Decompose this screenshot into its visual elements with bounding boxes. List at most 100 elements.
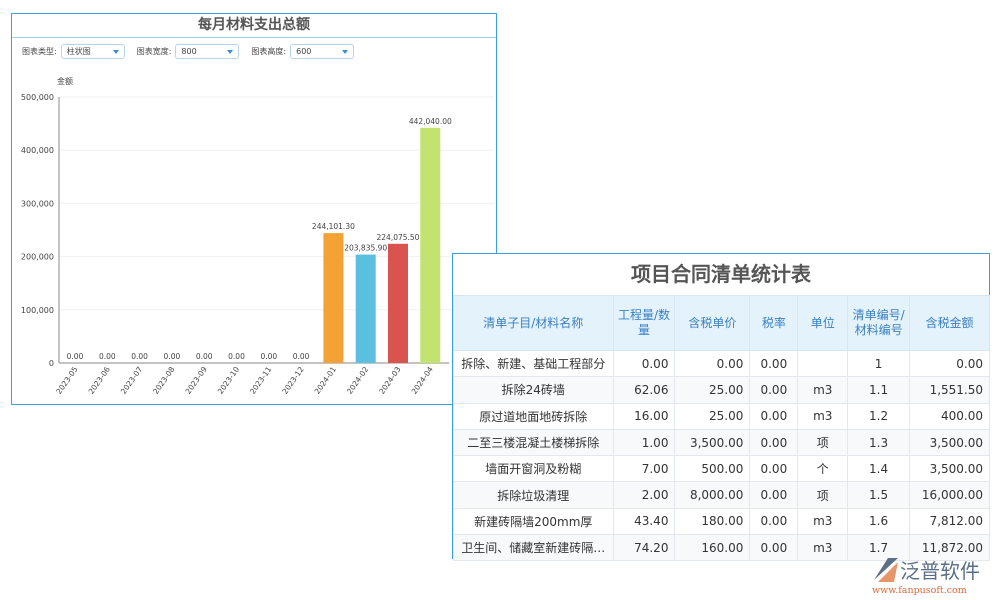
chart-type-select[interactable]: 柱状图 [60,44,125,59]
table-cell: 0.00 [749,481,799,509]
y-axis-label: 金额 [57,76,73,86]
chart-controls: 图表类型: 柱状图 图表宽度: 800 图表高度: 600 [22,44,366,59]
table-cell: m3 [797,376,849,404]
y-tick-label: 100,000 [21,306,54,315]
table-cell: 1.6 [847,507,910,536]
table-cell: 1.00 [612,428,676,457]
table-cell: 16.00 [612,402,676,430]
bar[interactable] [323,233,344,363]
table-cell: 0.00 [674,349,751,378]
table-cell: 拆除、新建、基础工程部分 [453,349,614,378]
table-cell: 160.00 [674,534,751,562]
bar[interactable] [420,127,441,363]
column-header[interactable]: 含税单价 [674,295,751,351]
data-label: 0.00 [228,352,245,361]
chart-title: 每月材料支出总额 [12,14,496,38]
chart-width-value: 800 [181,47,197,56]
chart-height-select[interactable]: 600 [290,44,355,59]
table-cell: 二至三楼混凝土楼梯拆除 [453,428,614,457]
table-cell: m3 [797,507,849,536]
table-cell: 180.00 [674,507,751,536]
table-cell: 拆除24砖墙 [453,376,614,404]
data-label: 0.00 [99,352,116,361]
y-tick-label: 0 [49,359,54,368]
data-label: 0.00 [131,352,148,361]
x-tick-label: 2023-11 [248,365,273,396]
chart-panel: 每月材料支出总额 图表类型: 柱状图 图表宽度: 800 图表高度: 600 金… [11,13,497,405]
table-cell: 7,812.00 [909,507,990,536]
table-cell: 0.00 [749,507,799,536]
data-label: 0.00 [67,352,84,361]
bar[interactable] [388,243,408,363]
chart-width-label: 图表宽度: [136,47,172,56]
table-cell: 25.00 [674,376,751,404]
table-row: 拆除垃圾清理 2.00 8,000.00 0.00 项 1.5 16,000.00 [453,481,990,509]
data-label: 0.00 [260,352,277,361]
x-tick-label: 2024-04 [410,365,435,396]
table-cell: 1.2 [847,402,910,430]
table-cell: 1.7 [847,534,910,562]
column-header[interactable]: 税率 [749,295,799,351]
table-cell: 拆除垃圾清理 [453,481,614,509]
table-cell: 1,551.50 [909,376,990,404]
table-cell: 3,500.00 [674,428,751,457]
table-cell: 1.4 [847,455,910,483]
chart-height-label: 图表高度: [251,47,287,56]
table-cell: 2.00 [612,481,676,509]
table-cell: 500.00 [674,455,751,483]
data-label: 0.00 [164,352,181,361]
chart-width-select[interactable]: 800 [175,44,240,59]
chevron-down-icon [227,50,234,54]
table-cell: 项 [797,481,849,509]
table-cell: 0.00 [749,455,799,483]
table-cell: 1.3 [847,428,910,457]
table-cell: 0.00 [749,402,799,430]
data-label: 244,101.30 [312,222,355,231]
column-header[interactable]: 清单子目/材料名称 [453,295,614,351]
data-label: 224,075.50 [377,233,420,242]
table-cell: 16,000.00 [909,481,990,509]
contract-table: 清单子目/材料名称 工程量/数量 含税单价 税率 单位 清单编号/材料编号 含税金额 拆除、… [453,295,990,562]
y-tick-label: 500,000 [21,93,54,102]
column-header[interactable]: 含税金额 [909,295,990,351]
x-tick-label: 2023-07 [119,365,144,396]
chart-height-value: 600 [296,47,312,56]
column-header[interactable]: 清单编号/材料编号 [847,295,910,351]
bar-chart: 金额 0 100,000 200,000 300,000 400,000 500,000 0… [21,76,494,396]
x-tick-label: 2024-03 [377,365,402,396]
table-row: 二至三楼混凝土楼梯拆除 1.00 3,500.00 0.00 项 1.3 3,500.00 [453,428,990,457]
table-cell: 74.20 [612,534,676,562]
table-cell: 原过道地面地砖拆除 [453,402,614,430]
data-label: 0.00 [293,352,310,361]
table-cell: 1.5 [847,481,910,509]
table-cell: 11,872.00 [909,534,990,562]
data-label: 0.00 [196,352,213,361]
chevron-down-icon [342,50,349,54]
table-cell: 43.40 [612,507,676,536]
table-title: 项目合同清单统计表 [631,262,811,286]
table-cell: 1 [847,349,910,378]
fanpusoft-logo: 泛普软件 www.fanpusoft.com [872,558,980,596]
x-tick-label: 2023-10 [216,365,241,396]
table-cell: 0.00 [749,428,799,457]
data-label: 203,835.90 [344,244,387,253]
chart-type-label: 图表类型: [22,47,57,56]
table-cell: m3 [797,402,849,430]
x-tick-label: 2023-09 [183,365,208,396]
y-tick-label: 300,000 [21,199,54,208]
table-cell: 3,500.00 [909,428,990,457]
table-row: 墙面开窗洞及粉糊 7.00 500.00 0.00 个 1.4 3,500.00 [453,455,990,483]
x-tick-label: 2024-01 [313,365,338,396]
column-header[interactable]: 单位 [797,295,849,351]
x-tick-label: 2023-12 [280,365,305,396]
table-cell: 0.00 [612,349,676,378]
bar[interactable] [355,254,376,363]
column-header[interactable]: 工程量/数量 [612,295,676,351]
table-cell: 3,500.00 [909,455,990,483]
table-cell: 项 [797,428,849,457]
x-tick-label: 2023-06 [87,365,112,396]
table-row: 拆除24砖墙 62.06 25.00 0.00 m3 1.1 1,551.50 [453,376,990,404]
svg-text:泛普软件: 泛普软件 [900,559,980,583]
chevron-down-icon [112,50,119,54]
table-cell: 8,000.00 [674,481,751,509]
